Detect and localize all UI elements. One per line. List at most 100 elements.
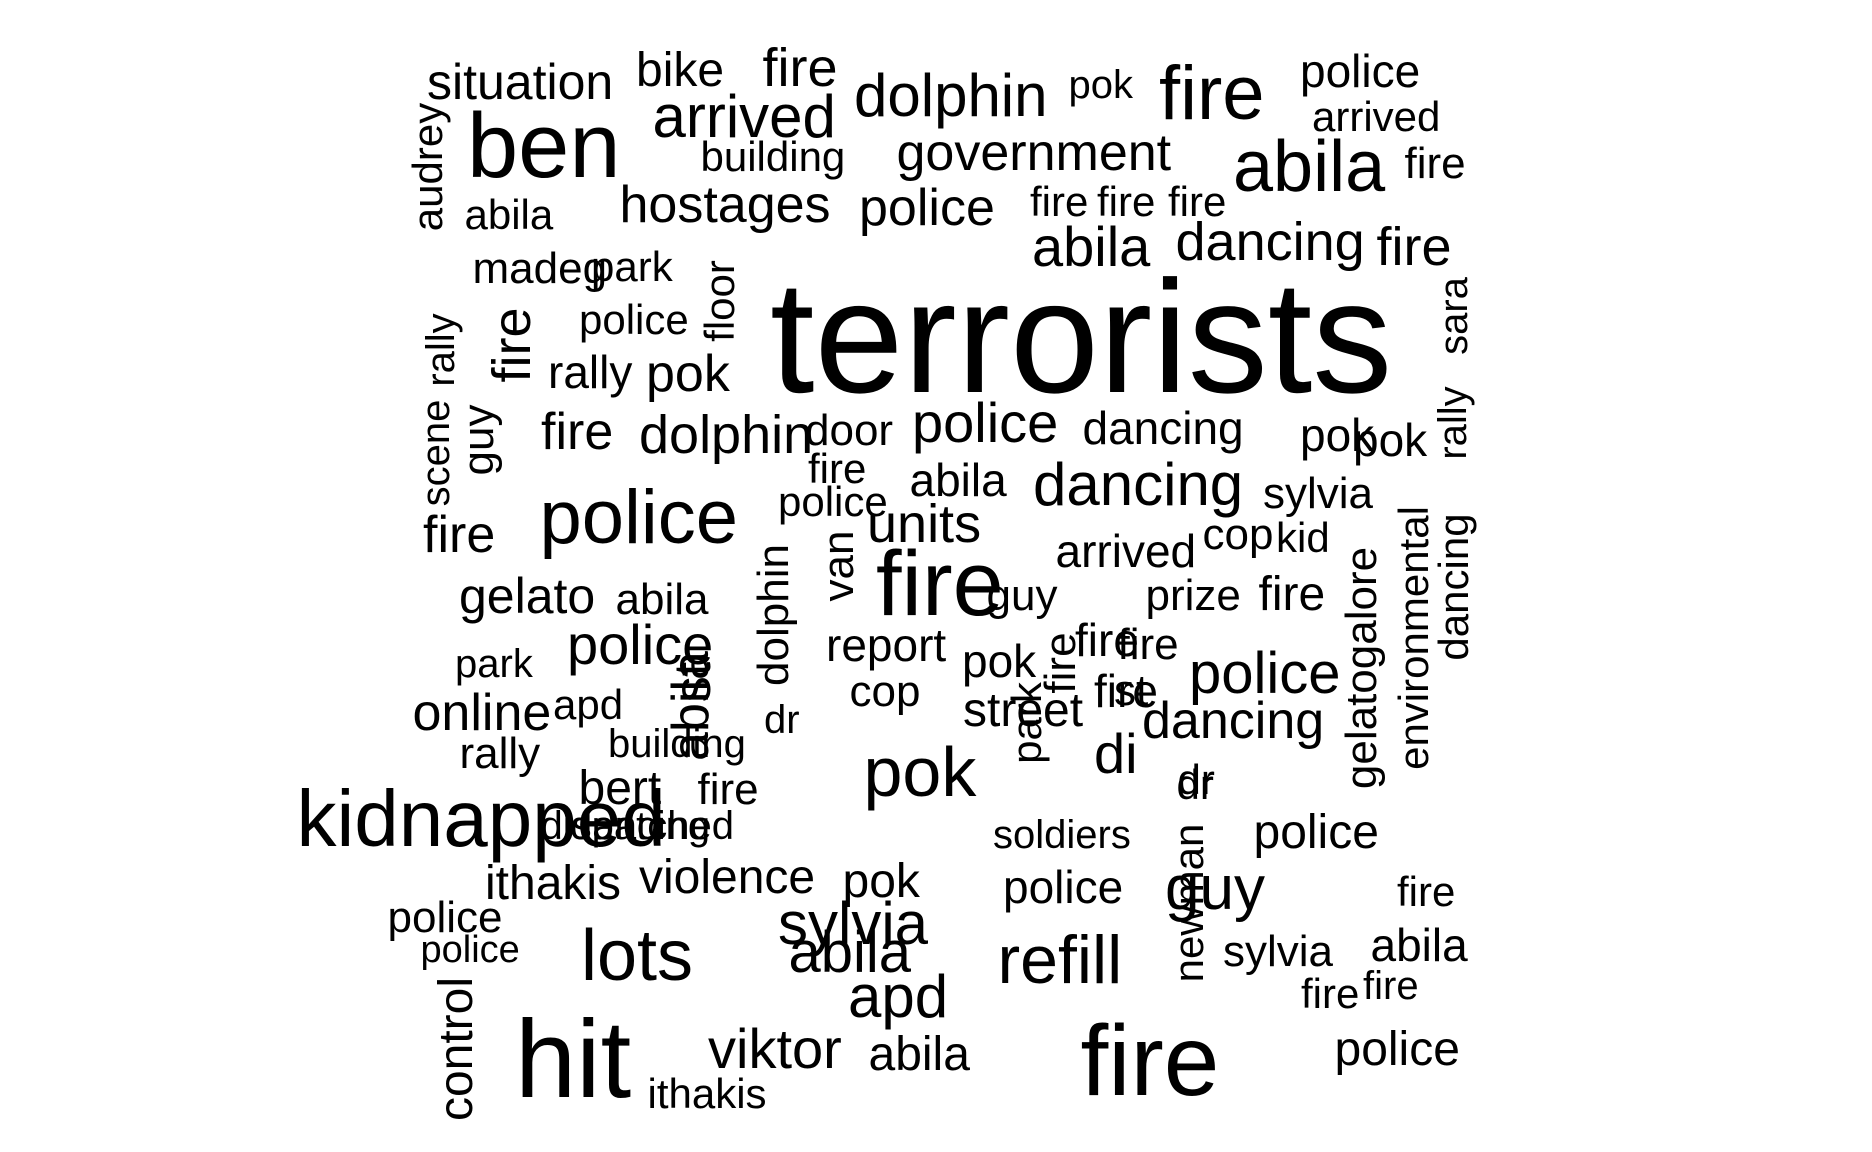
cloud-word: pok — [842, 855, 920, 908]
cloud-word: floor — [696, 260, 743, 342]
cloud-word: dr — [1177, 756, 1215, 803]
cloud-word: apd — [848, 963, 949, 1030]
cloud-word: dancing — [1430, 513, 1477, 661]
cloud-word: abila — [1233, 127, 1386, 207]
cloud-word: fire — [1363, 964, 1419, 1008]
cloud-word: dancing — [1142, 692, 1325, 750]
cloud-word: gelato — [459, 568, 596, 624]
cloud-word: police — [1300, 45, 1421, 97]
cloud-word: audrey — [404, 102, 451, 232]
cloud-word: dispatched — [540, 804, 734, 848]
cloud-word: violence — [639, 851, 816, 904]
cloud-word: lots — [581, 916, 694, 996]
cloud-word: arrived — [652, 83, 836, 150]
cloud-word: fire — [762, 38, 838, 98]
cloud-word: dolphin — [749, 544, 798, 686]
cloud-word: dancing — [1033, 451, 1244, 518]
cloud-word: dr — [764, 698, 800, 742]
cloud-word: fire — [697, 765, 759, 814]
cloud-word: ithakis — [485, 857, 622, 910]
cloud-word: police — [1334, 1023, 1460, 1076]
cloud-word: fire — [1030, 178, 1089, 225]
cloud-word: park — [1003, 682, 1050, 764]
cloud-word: van — [814, 530, 863, 602]
cloud-word: fire — [1117, 620, 1179, 669]
cloud-word: apd — [553, 681, 624, 728]
cloud-word: pok — [1068, 63, 1134, 107]
cloud-word: abila — [788, 920, 912, 985]
cloud-word: police — [387, 893, 503, 942]
cloud-word: rally — [1431, 386, 1475, 460]
cloud-word: rally — [548, 346, 633, 398]
cloud-word: fire — [541, 403, 614, 461]
cloud-word: sylvia — [778, 890, 929, 957]
cloud-word: soldiers — [993, 813, 1131, 857]
cloud-word: dancing — [570, 804, 711, 848]
cloud-word: online — [412, 684, 552, 742]
cloud-word: rally — [419, 313, 463, 387]
cloud-word: abila — [615, 575, 709, 624]
cloud-word: pok — [1353, 414, 1428, 466]
cloud-word: police — [539, 475, 739, 560]
cloud-word: dolphin — [854, 62, 1048, 129]
cloud-word: madeg — [472, 244, 608, 293]
cloud-word: fire — [1258, 568, 1326, 621]
cloud-word: government — [896, 124, 1172, 182]
cloud-word: dolphin — [639, 405, 814, 465]
cloud-word: cop — [1202, 510, 1274, 559]
cloud-word: fire — [1404, 139, 1466, 188]
cloud-word: abila — [909, 454, 1007, 506]
cloud-word: guy — [986, 571, 1058, 620]
cloud-word: st — [1114, 666, 1149, 715]
cloud-word: fire — [1159, 51, 1265, 136]
cloud-word: ithakis — [647, 1070, 767, 1117]
cloud-word: guy — [454, 404, 503, 476]
cloud-word: dancing — [1082, 402, 1244, 454]
cloud-word: viktor — [708, 1017, 842, 1080]
cloud-word: kidnapped — [296, 774, 666, 863]
cloud-word: gelatogalore — [1337, 546, 1386, 790]
cloud-word: bert — [578, 762, 662, 815]
cloud-word: abila — [464, 191, 554, 238]
cloud-word: fire — [1301, 970, 1360, 1017]
cloud-word: di — [1094, 722, 1138, 785]
cloud-word: prize — [1145, 571, 1241, 620]
cloud-word: environmental — [1390, 506, 1437, 770]
cloud-word: police — [912, 391, 1059, 454]
cloud-word: situation — [427, 54, 614, 110]
cloud-word: refill — [997, 922, 1123, 998]
cloud-word: fire — [808, 445, 867, 492]
cloud-word: fire — [1080, 1005, 1220, 1117]
cloud-word: fire — [482, 307, 542, 383]
cloud-word: fire — [1168, 178, 1227, 225]
cloud-word: pok — [646, 345, 730, 403]
cloud-word: bike — [636, 44, 725, 97]
cloud-word: park — [591, 243, 673, 290]
cloud-word: abila — [1370, 919, 1468, 971]
cloud-word: police — [420, 929, 520, 971]
cloud-word: fire — [1075, 614, 1139, 666]
cloud-word: hostages — [619, 176, 831, 234]
cloud-word: building — [608, 722, 746, 766]
cloud-word: scene — [414, 399, 458, 507]
cloud-word: pok — [1300, 409, 1375, 461]
cloud-word: police — [567, 613, 714, 676]
cloud-word: kid — [1276, 514, 1330, 561]
cloud-word: police — [778, 478, 888, 525]
cloud-word: dr — [1176, 761, 1214, 808]
cloud-word: units — [867, 494, 982, 554]
cloud-word: abila — [868, 1028, 970, 1081]
cloud-word: police — [1253, 806, 1379, 859]
cloud-word: building — [700, 133, 846, 180]
cloud-word: sylvia — [1263, 469, 1374, 518]
cloud-word: arrived — [1312, 93, 1441, 140]
cloud-word: guy — [1165, 854, 1265, 923]
cloud-word: pok — [962, 635, 1037, 687]
cloud-word: street — [963, 684, 1084, 737]
cloud-word: abila — [1032, 215, 1151, 278]
cloud-word: fire — [1397, 868, 1456, 915]
cloud-word: rally — [459, 729, 541, 778]
cloud-word: police — [1003, 861, 1124, 913]
cloud-word: fire — [1097, 178, 1156, 225]
